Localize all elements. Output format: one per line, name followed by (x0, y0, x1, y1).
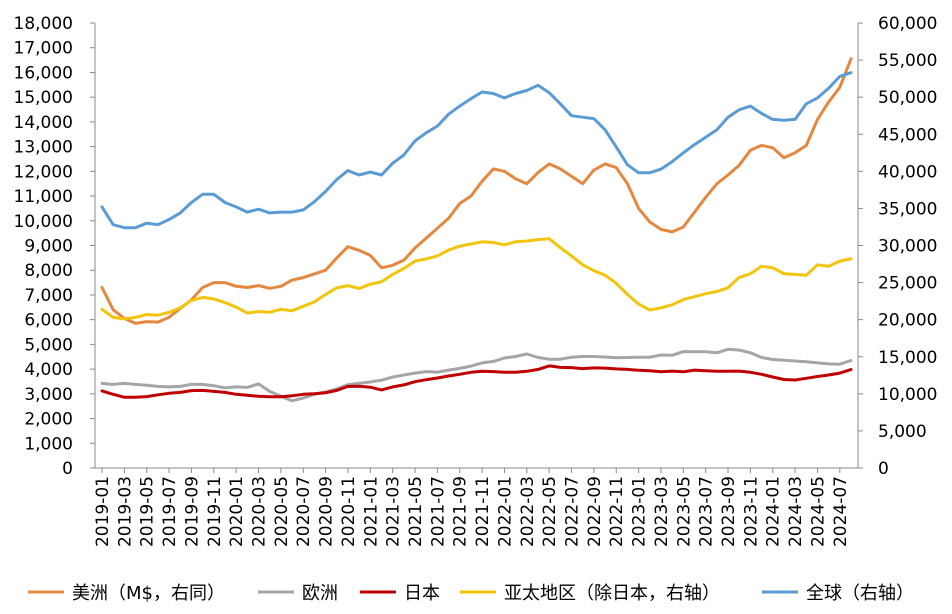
right-axis-tick-label: 10,000 (878, 385, 937, 405)
right-axis-tick-label: 15,000 (878, 348, 937, 368)
legend: 美洲（M$，右同） 欧洲 日本 亚太地区（除日本，右轴） 全球（右轴） (28, 583, 914, 604)
x-axis-tick-label: 2022-11 (607, 476, 627, 547)
left-axis-tick-label: 0 (62, 459, 73, 479)
series-line (100, 57, 853, 325)
x-axis-tick-label: 2023-01 (630, 476, 650, 547)
x-axis-tick-label: 2019-05 (138, 476, 158, 547)
left-axis-tick-label: 6,000 (24, 311, 73, 331)
right-axis-tick-label: 30,000 (878, 237, 937, 257)
right-axis-tick-label: 20,000 (878, 311, 937, 331)
legend-label: 欧洲 (302, 583, 338, 604)
left-axis-tick-label: 7,000 (24, 286, 73, 306)
left-axis-tick-label: 15,000 (14, 88, 73, 108)
x-axis-tick-label: 2022-01 (495, 476, 515, 547)
left-axis-tick-label: 4,000 (24, 360, 73, 380)
x-axis-tick-label: 2022-09 (585, 476, 605, 547)
x-axis-tick-label: 2022-07 (563, 476, 583, 547)
left-axis-tick-label: 12,000 (14, 162, 73, 182)
x-axis-tick-label: 2020-07 (294, 476, 314, 547)
x-axis-tick-label: 2023-11 (741, 476, 761, 547)
right-axis-tick-label: 60,000 (878, 14, 937, 34)
legend-label: 亚太地区（除日本，右轴） (504, 583, 720, 604)
x-axis-tick-label: 2020-09 (317, 476, 337, 547)
x-axis-tick-label: 2021-05 (406, 476, 426, 547)
left-axis-tick-label: 1,000 (24, 434, 73, 454)
left-axis-tick-label: 8,000 (24, 261, 73, 281)
right-axis-tick-label: 55,000 (878, 51, 937, 71)
x-axis-tick-label: 2020-03 (250, 476, 270, 547)
left-axis-tick-label: 9,000 (24, 237, 73, 257)
series-layer (100, 57, 853, 403)
legend-label: 日本 (404, 583, 440, 604)
left-axis-tick-label: 13,000 (14, 138, 73, 158)
right-axis-tick-label: 35,000 (878, 199, 937, 219)
x-axis-tick-label: 2024-07 (831, 476, 851, 547)
left-axis-tick-label: 18,000 (14, 14, 73, 34)
series-line (100, 71, 853, 230)
left-axis-tick-label: 14,000 (14, 113, 73, 133)
x-axis-tick-label: 2024-01 (764, 476, 784, 547)
x-axis-tick-label: 2023-07 (697, 476, 717, 547)
right-y-axis: 0 5,000 10,000 15,000 20,000 25,000 30,000 35,0… (857, 14, 937, 479)
legend-label: 全球（右轴） (806, 583, 914, 604)
left-axis-tick-label: 3,000 (24, 385, 73, 405)
left-axis-tick-label: 16,000 (14, 63, 73, 83)
x-axis-tick-label: 2021-07 (428, 476, 448, 547)
x-axis-tick-label: 2019-11 (205, 476, 225, 547)
x-axis-tick-label: 2023-09 (719, 476, 739, 547)
left-axis-tick-label: 10,000 (14, 212, 73, 232)
x-axis-tick-label: 2019-01 (93, 476, 113, 547)
right-axis-tick-label: 50,000 (878, 88, 937, 108)
right-axis-tick-label: 45,000 (878, 125, 937, 145)
x-axis-tick-label: 2022-03 (518, 476, 538, 547)
x-axis-tick-label: 2020-01 (227, 476, 247, 547)
x-axis-tick-label: 2024-03 (786, 476, 806, 547)
left-axis-tick-label: 17,000 (14, 39, 73, 59)
x-axis-tick-label: 2019-07 (160, 476, 180, 547)
x-axis-tick-label: 2020-05 (272, 476, 292, 547)
right-axis-tick-label: 40,000 (878, 162, 937, 182)
x-axis-tick-label: 2021-09 (451, 476, 471, 547)
x-axis-tick-label: 2023-03 (652, 476, 672, 547)
series-line (100, 364, 853, 399)
x-axis: 2019-01 2019-03 2019-05 2019-07 2019-09 2019-… (93, 467, 858, 547)
legend-label: 美洲（M$，右同） (72, 583, 225, 604)
x-axis-tick-label: 2024-05 (808, 476, 828, 547)
x-axis-tick-label: 2023-05 (674, 476, 694, 547)
left-axis-tick-label: 11,000 (14, 187, 73, 207)
x-axis-tick-label: 2019-09 (182, 476, 202, 547)
right-axis-tick-label: 0 (878, 459, 889, 479)
left-axis-tick-label: 5,000 (24, 335, 73, 355)
left-axis-tick-label: 2,000 (24, 410, 73, 430)
x-axis-tick-label: 2022-05 (540, 476, 560, 547)
x-axis-tick-label: 2019-03 (115, 476, 135, 547)
x-axis-tick-label: 2021-01 (361, 476, 381, 547)
right-axis-tick-label: 25,000 (878, 274, 937, 294)
x-axis-tick-label: 2020-11 (339, 476, 359, 547)
series-line (100, 237, 853, 321)
left-y-axis: 0 1,000 2,000 3,000 4,000 5,000 6,000 7,000 8,00… (14, 14, 96, 479)
series-line (100, 347, 853, 403)
x-axis-tick-label: 2021-11 (473, 476, 493, 547)
x-axis-tick-label: 2021-03 (384, 476, 404, 547)
right-axis-tick-label: 5,000 (878, 422, 927, 442)
